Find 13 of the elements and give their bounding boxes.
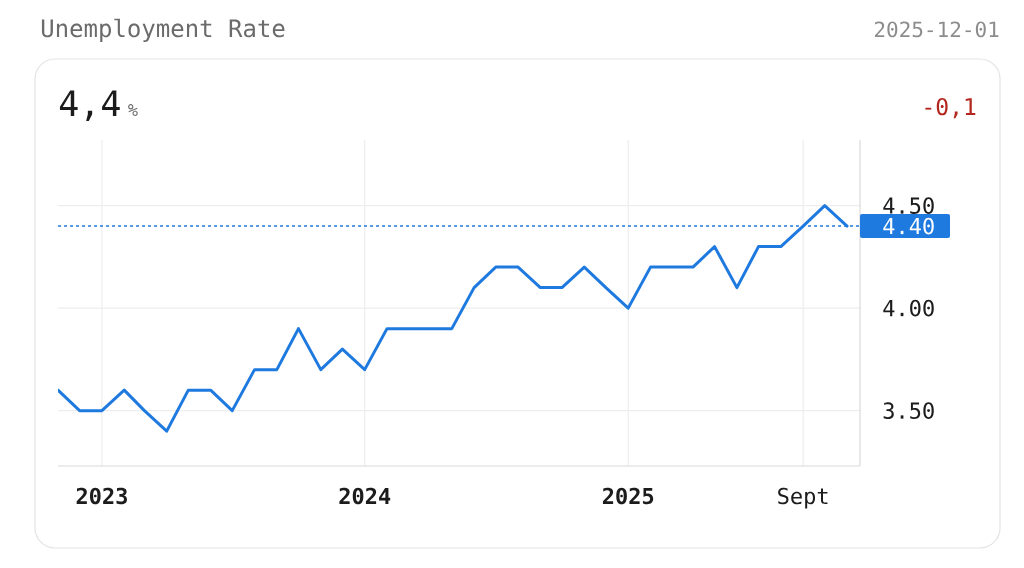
x-tick-label: 2024 — [339, 487, 391, 505]
text: -0,1 — [925, 97, 976, 119]
text: 4,4 — [59, 90, 120, 121]
y-tick-label: 4.50 — [883, 197, 934, 214]
x-tick-label: 2023 — [76, 487, 127, 505]
y-tick-label: 4.00 — [883, 299, 934, 317]
x-tick-label: 2025 — [602, 487, 654, 505]
ref-line-label: 4.40 — [883, 217, 934, 235]
text: 2025-12-01 — [874, 21, 999, 38]
x-tick-label: Sept — [778, 487, 828, 509]
y-tick-label: 3.50 — [883, 402, 934, 419]
text: % — [128, 104, 138, 116]
chart-title: Unemployment Rate — [41, 18, 285, 42]
